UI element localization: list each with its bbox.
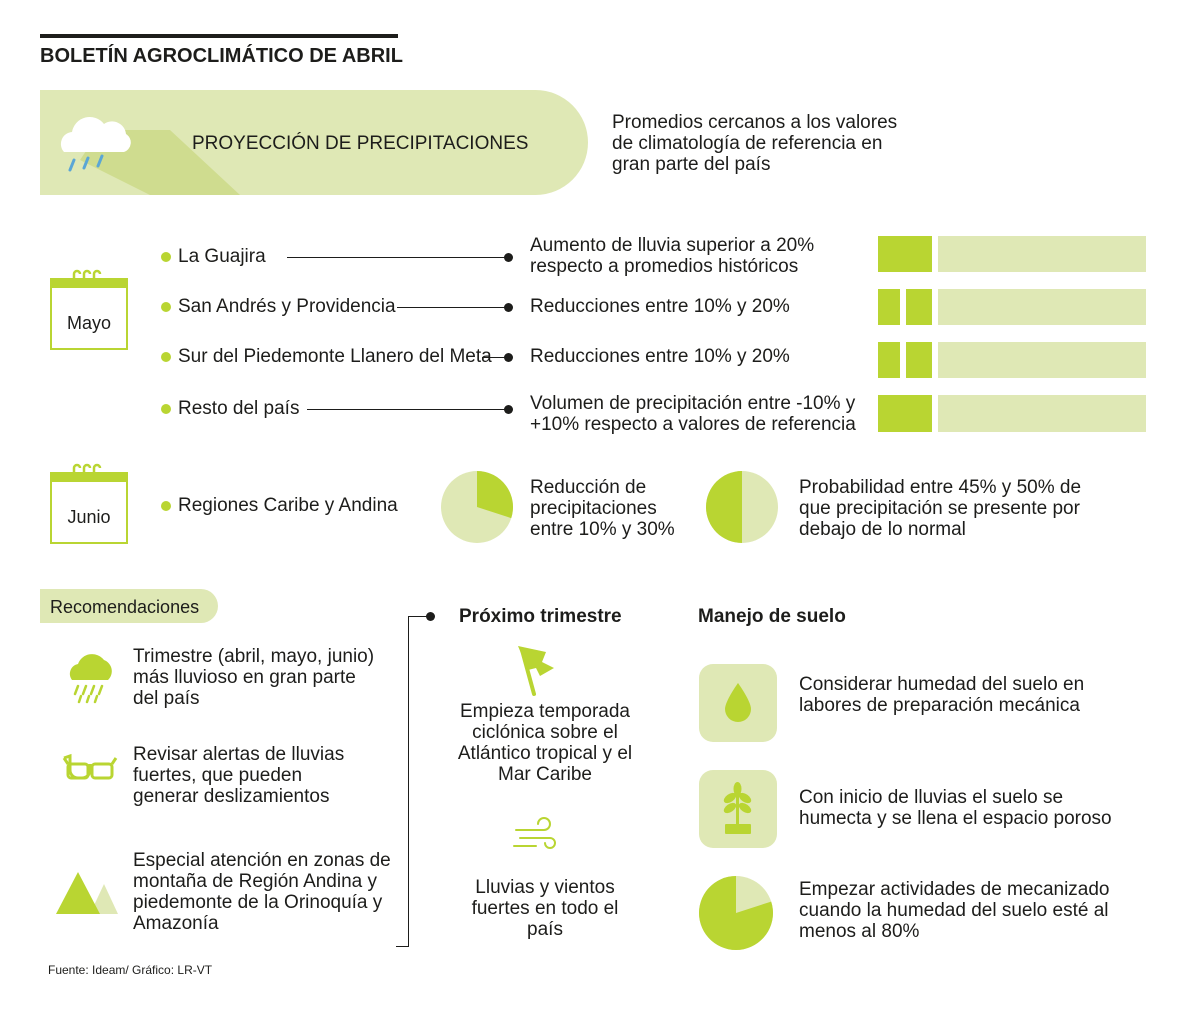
bracket-top [408,616,430,617]
storm-flag-icon [518,646,554,696]
pie-probabilidad [706,471,778,543]
bar-background [938,236,1146,272]
region-caribe-andina: Regiones Caribe y Andina [178,495,398,516]
bar-background [938,289,1146,325]
recomendacion-2-text: Revisar alertas de lluvias fuertes, que … [133,744,345,807]
detail-resto-pais: Volumen de precipitación entre -10% y +1… [530,393,856,435]
connector-dot [504,405,513,414]
manejo-title: Manejo de suelo [698,606,846,627]
connector-dot [504,253,513,262]
calendar-junio: Junio [50,463,128,544]
bracket-line [408,616,409,946]
pie-probabilidad-text: Probabilidad entre 45% y 50% de que prec… [799,477,1082,540]
banner-label: PROYECCIÓN DE PRECIPITACIONES [192,133,529,154]
source-note: Fuente: Ideam/ Gráfico: LR-VT [48,963,213,977]
bullet [161,302,171,312]
region-resto-pais: Resto del país [178,398,300,419]
banner-description: Promedios cercanos a los valores de clim… [612,112,898,175]
manejo-3-text: Empezar actividades de mecanizado cuando… [799,879,1110,942]
rain-cloud-icon [60,116,131,172]
region-la-guajira: La Guajira [178,246,266,267]
bar-normal-block [878,395,932,432]
glasses-icon [62,753,118,780]
bar-reduction-block [906,342,932,378]
pie-reduccion-text: Reducción de precipitaciones entre 10% y… [530,477,675,540]
recomendaciones-label: Recomendaciones [50,597,200,617]
bullet [161,501,171,511]
connector-line [397,307,507,308]
pie-slice-probabilidad [706,471,742,543]
wind-icon [513,817,556,849]
connector-line [307,409,507,410]
bar-reduction-block [878,289,900,325]
pie-slice-reduccion [477,471,513,519]
calendar-month-mayo: Mayo [66,313,111,333]
bullet [161,404,171,414]
region-piedemonte-meta: Sur del Piedemonte Llanero del Meta [178,346,492,367]
connector-dot [504,303,513,312]
recomendaciones-badge: Recomendaciones [40,589,218,623]
bar-reduction-block [878,342,900,378]
manejo-1-text: Considerar humedad del suelo en labores … [799,674,1085,716]
proximo-1-text: Empieza temporada ciclónica sobre el Atl… [457,701,633,785]
proximo-title: Próximo trimestre [459,606,622,627]
plant-icon [723,782,752,834]
bar-background [938,395,1146,432]
calendar-month-junio: Junio [67,507,111,527]
title-rule [40,34,398,38]
bullet [161,352,171,362]
recomendacion-1-text: Trimestre (abril, mayo, junio) más lluvi… [133,646,375,709]
plant-tile [699,770,777,848]
bullet [161,252,171,262]
mountains-icon [56,872,118,914]
bar-increase-block [878,236,932,272]
detail-piedemonte-meta: Reducciones entre 10% y 20% [530,346,790,367]
region-san-andres: San Andrés y Providencia [178,296,396,317]
pie-80-icon [699,876,773,950]
bracket-bottom [396,946,409,947]
rain-cloud-icon [69,654,112,704]
water-drop-tile [699,664,777,742]
bar-reduction-block [906,289,932,325]
detail-san-andres: Reducciones entre 10% y 20% [530,296,790,317]
calendar-mayo: Mayo [50,269,128,350]
connector-line [287,257,507,258]
detail-la-guajira: Aumento de lluvia superior a 20% respect… [530,235,815,277]
page-title: BOLETÍN AGROCLIMÁTICO DE ABRIL [40,45,403,67]
connector-line [482,357,507,358]
pie-slice-humedad [699,876,773,950]
recomendacion-3-text: Especial atención en zonas de montaña de… [133,850,391,934]
pie-reduccion [441,471,513,543]
banner: PROYECCIÓN DE PRECIPITACIONES [40,90,588,195]
proximo-2-text: Lluvias y vientos fuertes en todo el paí… [471,877,619,940]
connector-dot [504,353,513,362]
manejo-2-text: Con inicio de lluvias el suelo se humect… [799,787,1112,829]
bar-background [938,342,1146,378]
bracket-dot [426,612,435,621]
water-drop-icon [725,683,751,722]
